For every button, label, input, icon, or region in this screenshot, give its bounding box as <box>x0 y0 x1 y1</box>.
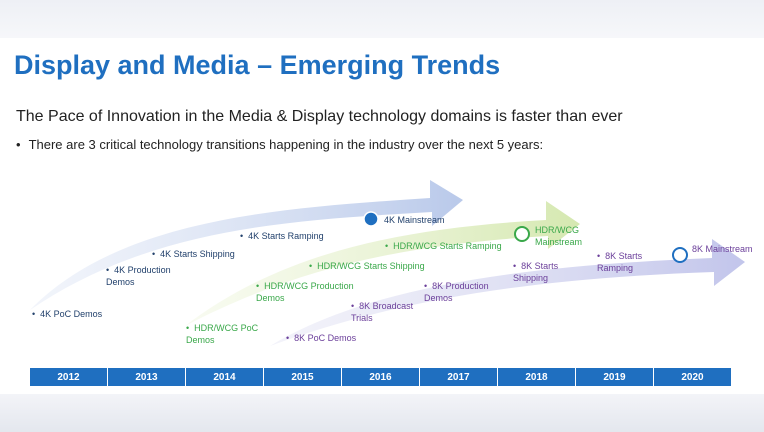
year-2017: 2017 <box>420 368 497 386</box>
bullet-text: There are 3 critical technology transiti… <box>28 137 544 152</box>
year-2020: 2020 <box>654 368 731 386</box>
year-2012: 2012 <box>30 368 107 386</box>
year-2013: 2013 <box>108 368 185 386</box>
label-hdr-starts-ramping: HDR/WCG Starts Ramping <box>385 240 502 252</box>
label-8k-starts-ramping: 8K Starts Ramping <box>597 250 657 274</box>
year-2016: 2016 <box>342 368 419 386</box>
marker-8k-mainstream <box>672 247 688 263</box>
slide-title: Display and Media – Emerging Trends <box>14 50 501 80</box>
label-4k-starts-shipping: 4K Starts Shipping <box>152 248 235 260</box>
arrow-hdr <box>185 201 580 326</box>
label-hdr-production-demos: HDR/WCG Production Demos <box>256 280 372 304</box>
bottom-band <box>0 394 764 432</box>
slide: Display and Media – Emerging Trends The … <box>0 38 764 394</box>
label-8k-poc-demos: 8K PoC Demos <box>286 332 356 344</box>
arrow-8k <box>270 239 745 346</box>
label-8k-mainstream: 8K Mainstream <box>692 244 753 254</box>
trend-arrows <box>30 180 745 346</box>
marker-4k-mainstream <box>363 211 379 227</box>
label-4k-starts-ramping: 4K Starts Ramping <box>240 230 324 242</box>
marker-hdr-mainstream <box>514 226 530 242</box>
top-band <box>0 0 764 38</box>
label-4k-poc-demos: 4K PoC Demos <box>32 308 102 320</box>
label-4k-production-demos: 4K Production Demos <box>106 264 188 288</box>
label-hdr-poc-demos: HDR/WCG PoC Demos <box>186 322 276 346</box>
slide-subtitle: The Pace of Innovation in the Media & Di… <box>16 108 623 125</box>
label-hdr-starts-shipping: HDR/WCG Starts Shipping <box>309 260 425 272</box>
label-4k-mainstream: 4K Mainstream <box>384 215 445 225</box>
year-2019: 2019 <box>576 368 653 386</box>
label-8k-starts-shipping: 8K Starts Shipping <box>513 260 573 284</box>
year-timeline: 2012 2013 2014 2015 2016 2017 2018 2019 … <box>30 368 732 386</box>
arrow-4k <box>30 180 463 310</box>
year-2018: 2018 <box>498 368 575 386</box>
year-2015: 2015 <box>264 368 341 386</box>
label-8k-broadcast-trials: 8K Broadcast Trials <box>351 300 431 324</box>
label-hdr-mainstream: HDR/WCG Mainstream <box>535 225 583 247</box>
bullet-item: • There are 3 critical technology transit… <box>16 137 544 152</box>
label-8k-production-demos: 8K Production Demos <box>424 280 514 304</box>
year-2014: 2014 <box>186 368 263 386</box>
